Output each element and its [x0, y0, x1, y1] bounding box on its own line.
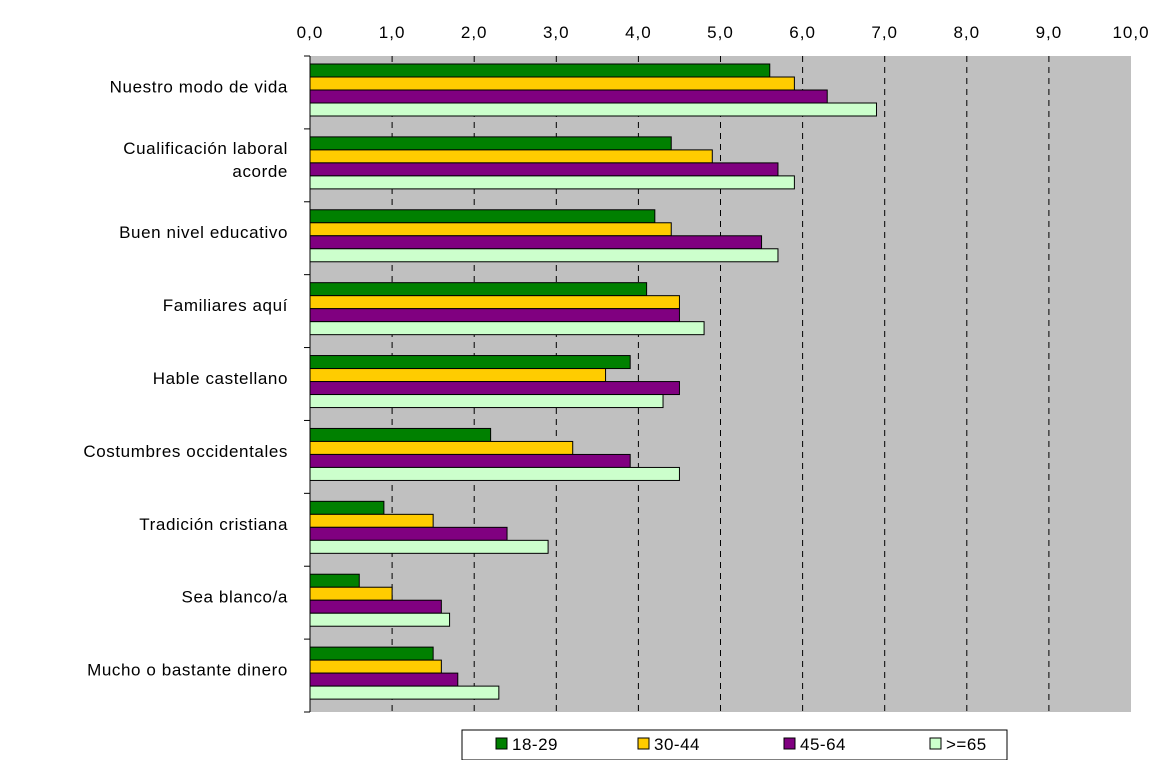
bar-3044-7 [309, 586, 393, 601]
legend: 18-29 30-44 45-64 >=65 [461, 729, 1008, 760]
bar-3044-2 [309, 222, 672, 237]
legend-label: 45-64 [800, 735, 846, 754]
legend-label: 18-29 [512, 735, 558, 754]
bar-65-2 [309, 248, 779, 263]
category-label: Nuestro modo de vida [110, 77, 288, 96]
category-label: Hable castellano [153, 369, 288, 388]
y-axis-categories: Nuestro modo de vida Cualificación labora… [83, 77, 288, 680]
bar-1829-7 [309, 573, 360, 588]
bar-1829-5 [309, 427, 492, 442]
category-label: Mucho o bastante dinero [87, 661, 288, 680]
bar-3044-4 [309, 368, 607, 383]
bar-65-5 [309, 466, 680, 481]
bar-65-4 [309, 394, 664, 409]
bar-1829-3 [309, 282, 648, 297]
bar-65-0 [309, 102, 877, 117]
bar-1829-1 [309, 136, 672, 151]
category-label: Cualificación laboral [123, 139, 288, 158]
bar-65-7 [309, 612, 451, 627]
bar-3044-8 [309, 659, 442, 674]
category-label: Sea blanco/a [182, 588, 288, 607]
category-label: Tradición cristiana [139, 515, 288, 534]
x-tick-label: 3,0 [543, 23, 570, 42]
bar-1829-4 [309, 355, 631, 370]
x-tick-label: 7,0 [871, 23, 898, 42]
bar-65-6 [309, 539, 549, 554]
x-tick-label: 1,0 [379, 23, 406, 42]
legend-swatch [783, 737, 796, 750]
bar-1829-8 [309, 646, 434, 661]
bar-1829-0 [309, 63, 771, 78]
bar-4564-4 [309, 381, 680, 396]
category-label: acorde [232, 162, 288, 181]
bar-4564-2 [309, 235, 763, 250]
legend-swatch [929, 737, 942, 750]
bar-4564-0 [309, 89, 828, 104]
x-tick-label: 2,0 [461, 23, 488, 42]
bar-4564-8 [309, 672, 459, 687]
x-tick-label: 8,0 [953, 23, 980, 42]
category-label: Buen nivel educativo [119, 223, 288, 242]
legend-swatch [495, 737, 508, 750]
x-tick-label: 9,0 [1036, 23, 1063, 42]
bar-3044-3 [309, 295, 680, 310]
bar-65-1 [309, 175, 795, 190]
bar-3044-0 [309, 76, 795, 91]
bar-4564-3 [309, 308, 680, 323]
category-label: Familiares aquí [163, 296, 288, 315]
bar-4564-5 [309, 453, 631, 468]
legend-box [461, 729, 1008, 760]
bar-4564-1 [309, 162, 779, 177]
legend-swatch [637, 737, 650, 750]
bar-65-3 [309, 321, 705, 336]
bar-65-8 [309, 685, 500, 700]
bar-3044-6 [309, 513, 434, 528]
x-tick-label: 6,0 [789, 23, 816, 42]
bar-4564-7 [309, 599, 442, 614]
bar-3044-1 [309, 149, 713, 164]
x-tick-label: 5,0 [707, 23, 734, 42]
x-tick-label: 4,0 [625, 23, 652, 42]
bar-4564-6 [309, 526, 508, 541]
legend-label: >=65 [946, 735, 987, 754]
category-label: Costumbres occidentales [83, 442, 288, 461]
x-tick-label: 0,0 [297, 23, 324, 42]
x-tick-label: 10,0 [1112, 23, 1149, 42]
x-axis: 0,0 1,0 2,0 3,0 4,0 5,0 6,0 7,0 8,0 9,0 10,0 [297, 23, 1149, 713]
legend-label: 30-44 [654, 735, 700, 754]
bar-1829-6 [309, 500, 385, 515]
bar-1829-2 [309, 209, 656, 224]
bar-3044-5 [309, 440, 574, 455]
